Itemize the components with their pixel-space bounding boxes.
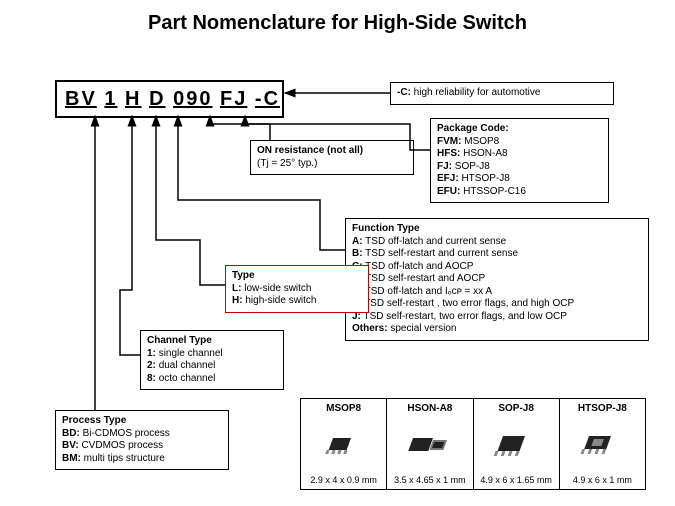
function-type-callout: Function Type A: TSD off-latch and curre… xyxy=(345,218,649,341)
page-title: Part Nomenclature for High-Side Switch xyxy=(0,12,675,35)
package-cell: MSOP8 2.9 x 4 x 0.9 mm xyxy=(301,399,386,489)
package-cell: HSON-A8 3.5 x 4.65 x 1 mm xyxy=(386,399,472,489)
package-cell: HTSOP-J8 4.9 x 6 x 1 mm xyxy=(559,399,645,489)
type-callout: Type L: low-side switch H: high-side swi… xyxy=(225,265,369,313)
process-type-callout: Process Type BD: Bi-CDMOS process BV: CV… xyxy=(55,410,229,470)
chip-icon xyxy=(579,428,625,462)
package-grid: MSOP8 2.9 x 4 x 0.9 mm HSON-A8 3.5 x 4.6… xyxy=(300,398,646,490)
package-cell: SOP-J8 4.9 x 6 x 1.65 mm xyxy=(473,399,559,489)
part-number: BV 1 H D 090 FJ -C xyxy=(57,82,282,117)
suffix-callout: -C: high reliability for automotive xyxy=(390,82,614,105)
channel-type-callout: Channel Type 1: single channel 2: dual c… xyxy=(140,330,284,390)
chip-icon xyxy=(321,428,367,462)
on-resistance-callout: ON resistance (not all) (Tj = 25° typ.) xyxy=(250,140,414,175)
package-code-callout: Package Code: FVM: MSOP8 HFS: HSON-A8 FJ… xyxy=(430,118,609,203)
chip-icon xyxy=(407,428,453,462)
part-number-box: BV 1 H D 090 FJ -C xyxy=(55,80,284,118)
chip-icon xyxy=(493,428,539,462)
